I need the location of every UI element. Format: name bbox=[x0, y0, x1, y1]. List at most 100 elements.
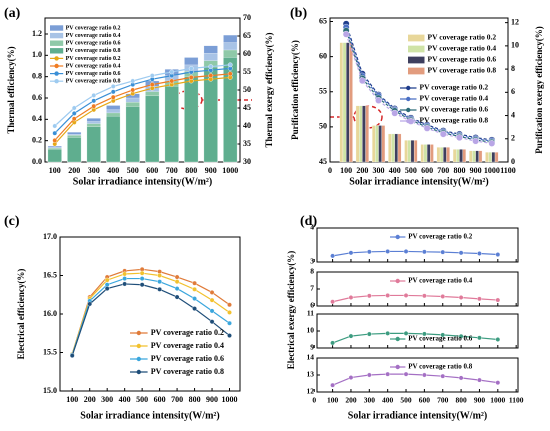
y2-tick-label: 10 bbox=[511, 41, 519, 50]
legend-swatch bbox=[50, 25, 64, 31]
bar bbox=[375, 125, 379, 163]
bar bbox=[397, 133, 402, 163]
y-tick-label: 7 bbox=[310, 284, 314, 293]
y2-tick-label: 8 bbox=[511, 64, 515, 73]
bar bbox=[420, 144, 425, 163]
y2-tick-label: 2 bbox=[511, 134, 515, 143]
series-marker bbox=[385, 249, 391, 254]
legend-label: PV coverage ratio 0.6 bbox=[66, 71, 121, 77]
y2-tick-label: 45 bbox=[243, 103, 251, 112]
bar bbox=[439, 147, 444, 163]
bar bbox=[47, 149, 62, 163]
series-marker bbox=[110, 94, 116, 100]
bar bbox=[394, 133, 399, 163]
series-marker bbox=[52, 130, 58, 136]
bar bbox=[472, 150, 476, 163]
series-line bbox=[54, 64, 231, 127]
y2-axis-label: Thermal exergy efficiency(%) bbox=[264, 33, 274, 148]
bar bbox=[67, 137, 82, 163]
panel-label: (a) bbox=[4, 6, 21, 21]
x-tick-label: 100 bbox=[340, 166, 352, 175]
series-marker bbox=[122, 271, 128, 277]
bar bbox=[125, 106, 140, 163]
series-marker bbox=[472, 137, 480, 145]
series-marker bbox=[104, 277, 110, 283]
series-marker bbox=[495, 337, 501, 342]
y-tick-label: 14 bbox=[307, 353, 315, 362]
x-tick-label: 400 bbox=[107, 166, 119, 175]
y-tick-label: 15.0 bbox=[43, 386, 57, 395]
legend-swatch bbox=[50, 32, 64, 39]
legend-swatch bbox=[50, 48, 64, 54]
series-line bbox=[345, 27, 492, 142]
legend-label: PV coverage ratio 0.4 bbox=[66, 33, 121, 39]
y-tick-label: 0.2 bbox=[32, 135, 42, 144]
series-marker bbox=[130, 87, 136, 93]
series-marker bbox=[52, 123, 58, 129]
x-tick-label: 1000 bbox=[484, 166, 500, 175]
legend-label: PV coverage ratio 0.2 bbox=[428, 33, 497, 42]
series-marker bbox=[104, 286, 110, 291]
bar bbox=[359, 105, 363, 163]
bar bbox=[462, 149, 467, 163]
x-tick-label: 300 bbox=[373, 166, 385, 175]
series-marker bbox=[375, 97, 382, 104]
series-marker bbox=[71, 105, 77, 111]
y2-tick-label: 12 bbox=[511, 17, 519, 26]
series-marker bbox=[110, 84, 116, 89]
panel-label: (c) bbox=[4, 214, 20, 229]
series-line bbox=[54, 76, 231, 145]
series-marker bbox=[421, 293, 427, 299]
panel-label: (d) bbox=[300, 214, 317, 229]
x-tick-label: 100 bbox=[49, 166, 61, 175]
series-marker bbox=[209, 290, 215, 295]
series-line bbox=[332, 250, 498, 257]
series-marker bbox=[495, 297, 501, 303]
series-marker bbox=[458, 250, 464, 256]
x-axis-label: Solar irradiance intensity(W/m²) bbox=[348, 410, 487, 421]
plot-frame bbox=[316, 227, 519, 263]
series-marker bbox=[366, 293, 372, 299]
series-marker bbox=[192, 286, 197, 292]
bar bbox=[446, 147, 450, 163]
series-marker bbox=[403, 330, 409, 336]
series-marker bbox=[192, 306, 197, 312]
series-marker bbox=[174, 274, 180, 280]
legend-label: PV coverage ratio 0.6 bbox=[420, 105, 489, 114]
x-tick-label: 400 bbox=[382, 396, 394, 405]
series-marker bbox=[440, 373, 446, 379]
legend-label: PV coverage ratio 0.8 bbox=[408, 363, 473, 371]
x-tick-label: 500 bbox=[127, 166, 139, 175]
series-marker bbox=[330, 340, 336, 346]
x-tick-label: 500 bbox=[400, 396, 412, 405]
legend-marker bbox=[395, 336, 400, 342]
series-marker bbox=[139, 270, 145, 276]
y-tick-label: 15.5 bbox=[43, 347, 57, 356]
bar bbox=[223, 57, 238, 163]
y2-axis-label: Purification exergy efficiency(%) bbox=[534, 26, 544, 153]
series-marker bbox=[403, 249, 409, 254]
plot-frame bbox=[316, 313, 519, 349]
series-marker bbox=[477, 251, 482, 256]
series-marker bbox=[421, 331, 427, 337]
series-marker bbox=[174, 286, 180, 291]
y-tick-label: 16.0 bbox=[43, 309, 57, 318]
series-marker bbox=[157, 286, 163, 292]
series-marker bbox=[91, 93, 97, 98]
series-line bbox=[71, 268, 230, 355]
y-tick-label: 0.8 bbox=[32, 71, 42, 80]
y-tick-label: 1.2 bbox=[32, 29, 42, 38]
bar bbox=[485, 152, 489, 163]
legend-swatch bbox=[408, 45, 425, 53]
series-marker bbox=[87, 301, 93, 307]
bar bbox=[342, 42, 347, 163]
y2-tick-label: 60 bbox=[243, 49, 251, 58]
series-marker bbox=[91, 103, 97, 109]
bar bbox=[452, 149, 457, 163]
bar bbox=[145, 95, 160, 163]
series-marker bbox=[174, 279, 180, 285]
series-marker bbox=[227, 62, 233, 68]
series-marker bbox=[169, 78, 175, 84]
series-marker bbox=[495, 252, 501, 257]
y-tick-label: 11 bbox=[307, 309, 314, 318]
